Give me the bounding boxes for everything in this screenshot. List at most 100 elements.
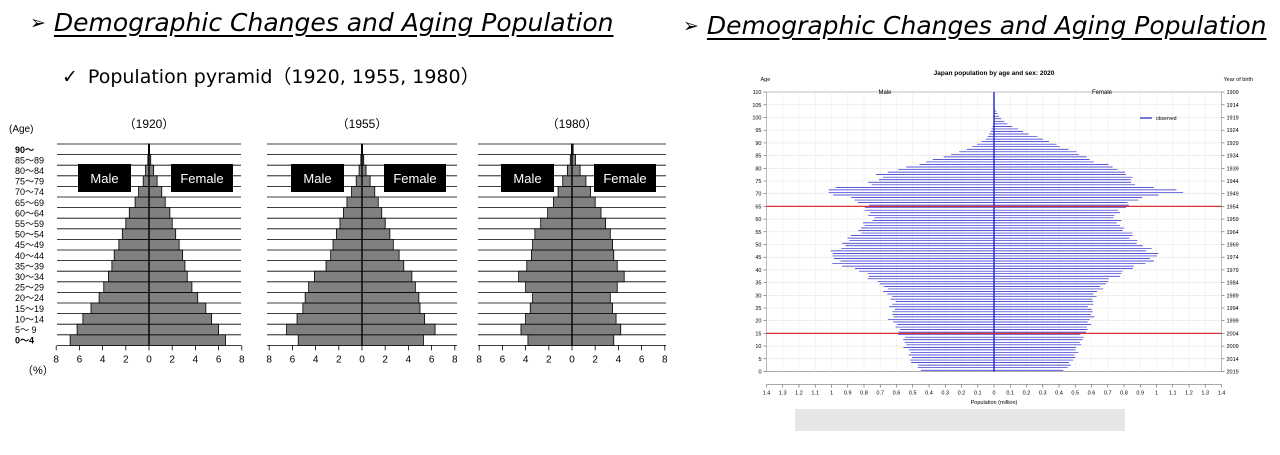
- male-bar: [526, 260, 573, 272]
- birth-year-tick-label: 1959: [1227, 217, 1239, 223]
- male-bar: [314, 270, 363, 283]
- x-tick-label: 2: [336, 354, 342, 365]
- age-tick-label: 45: [755, 255, 761, 261]
- male-bar: [296, 313, 363, 325]
- age-tick-label: 80: [755, 166, 761, 172]
- population-tick-label: 0.9: [1136, 391, 1144, 397]
- birth-year-tick-label: 2019: [1227, 370, 1239, 376]
- age-tick-label: 110: [753, 90, 762, 96]
- female-bar: [361, 281, 416, 293]
- age-tick-label: 5: [758, 357, 761, 363]
- x-tick-label: 2: [123, 354, 129, 365]
- male-bar: [525, 281, 573, 293]
- population-tick-label: 0.1: [1006, 391, 1014, 397]
- arrow-bullet-icon: ➢: [683, 15, 699, 37]
- male-bar: [111, 260, 150, 272]
- pyramid-subtitle-text: Population pyramid（1920, 1955, 1980）: [87, 66, 480, 88]
- female-bar: [361, 238, 394, 251]
- population-tick-label: 0.1: [974, 391, 982, 397]
- birth-year-tick-label: 1944: [1227, 179, 1239, 185]
- slide-heading-left: ➢ Demographic Changes and Aging Populatio…: [30, 8, 614, 37]
- female-bar: [361, 323, 436, 336]
- x-tick-label: 0: [146, 354, 152, 365]
- x-tick-label: 8: [239, 354, 245, 365]
- female-bar: [571, 196, 596, 209]
- birth-year-tick-label: 1969: [1227, 243, 1239, 249]
- horizontal-scrollbar[interactable]: [795, 409, 1125, 431]
- male-label: Male: [303, 171, 331, 186]
- heading-right-text: Demographic Changes and Aging Population: [706, 11, 1267, 40]
- population-tick-label: 1.3: [1201, 391, 1209, 397]
- female-bar: [361, 217, 386, 230]
- x-tick-label: 8: [662, 354, 668, 365]
- age-tick-label: 15: [755, 331, 761, 337]
- population-tick-label: 1.3: [779, 391, 787, 397]
- x-tick-label: 2: [592, 354, 598, 365]
- male-bar: [547, 207, 573, 219]
- age-tick-label: 50: [755, 243, 761, 249]
- x-tick-label: 6: [639, 354, 645, 365]
- birth-year-tick-label: 1999: [1227, 319, 1239, 325]
- male-bar: [325, 260, 363, 272]
- male-bar: [518, 270, 573, 283]
- female-bar: [148, 175, 158, 187]
- population-tick-label: 0.4: [925, 391, 933, 397]
- population-tick-label: 0.2: [958, 391, 966, 397]
- male-bar: [531, 249, 573, 262]
- population-tick-label: 0.8: [1120, 391, 1128, 397]
- female-bar: [361, 228, 391, 240]
- x-tick-label: 4: [313, 354, 319, 365]
- age-tick-label: 20: [755, 319, 761, 325]
- female-bar: [571, 238, 613, 251]
- age-tick-label: 0: [758, 370, 761, 376]
- x-tick-label: 6: [290, 354, 296, 365]
- female-bar: [148, 313, 213, 325]
- age-tick-label: 5～ 9: [15, 325, 37, 335]
- male-bar: [553, 196, 573, 209]
- male-bar: [540, 217, 573, 230]
- age-axis-label: Age: [761, 77, 771, 83]
- birth-year-tick-label: 1949: [1227, 192, 1239, 198]
- birth-year-tick-label: 1994: [1227, 306, 1239, 312]
- age-tick-label: 0～4: [15, 336, 34, 346]
- population-axis-label: Population (million): [971, 400, 1018, 406]
- female-label: Female: [393, 171, 436, 186]
- slide-heading-right: ➢ Demographic Changes and Aging Populatio…: [683, 11, 1267, 40]
- x-tick-label: 6: [77, 354, 83, 365]
- male-bar: [142, 175, 150, 187]
- male-bar: [128, 207, 150, 219]
- female-bar: [148, 228, 177, 240]
- female-label-box: [171, 164, 233, 192]
- birth-year-tick-label: 1954: [1227, 204, 1239, 210]
- female-bar: [148, 281, 193, 293]
- female-bar: [571, 175, 587, 187]
- male-bar: [534, 228, 573, 240]
- male-bar: [304, 291, 363, 304]
- population-tick-label: 0.7: [1104, 391, 1112, 397]
- age-tick-label: 100: [752, 116, 761, 122]
- male-bar: [76, 323, 150, 336]
- birth-year-tick-label: 1984: [1227, 281, 1239, 287]
- age-tick-label: 40～44: [15, 251, 44, 261]
- x-tick-label: 4: [406, 354, 412, 365]
- pyramid-title: （1920）: [124, 117, 175, 131]
- male-label: Male: [513, 171, 541, 186]
- female-bar: [148, 270, 188, 283]
- population-tick-label: 0.5: [1071, 391, 1079, 397]
- age-tick-label: 10: [755, 344, 761, 350]
- population-tick-label: 0.5: [909, 391, 917, 397]
- male-bar: [351, 185, 363, 198]
- male-bar: [302, 302, 363, 315]
- male-bar: [134, 196, 150, 209]
- age-tick-label: 85: [755, 154, 761, 160]
- male-bar: [82, 313, 150, 325]
- female-bar: [361, 260, 405, 272]
- male-bar: [339, 217, 363, 230]
- female-bar: [571, 313, 617, 325]
- female-bar: [361, 270, 413, 283]
- x-tick-label: 8: [53, 354, 59, 365]
- male-bar: [118, 238, 150, 251]
- female-bar: [571, 217, 607, 230]
- male-bar: [346, 196, 363, 209]
